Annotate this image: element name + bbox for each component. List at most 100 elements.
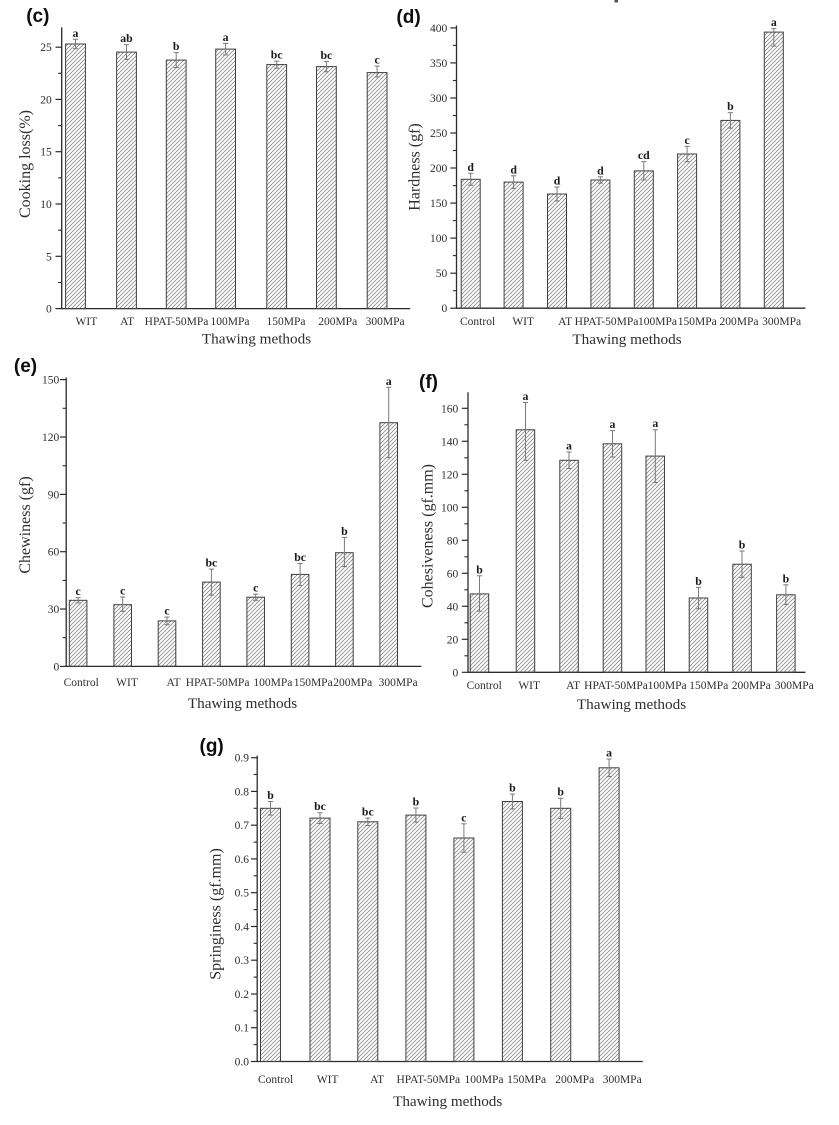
svg-text:HPAT-50MPa: HPAT-50MPa bbox=[145, 316, 209, 328]
svg-text:HPAT-50MPa: HPAT-50MPa bbox=[396, 1074, 460, 1086]
svg-text:0: 0 bbox=[442, 303, 448, 315]
svg-text:d: d bbox=[554, 174, 561, 188]
svg-text:200MPa: 200MPa bbox=[318, 316, 357, 328]
svg-text:0.1: 0.1 bbox=[235, 1023, 250, 1035]
svg-text:200: 200 bbox=[430, 163, 448, 175]
svg-text:(g): (g) bbox=[200, 736, 224, 757]
svg-text:a: a bbox=[771, 15, 777, 29]
svg-text:WIT: WIT bbox=[116, 677, 138, 689]
svg-text:(c): (c) bbox=[26, 6, 49, 27]
svg-text:Control: Control bbox=[460, 316, 495, 328]
svg-text:250: 250 bbox=[430, 128, 448, 140]
svg-text:100: 100 bbox=[430, 233, 448, 245]
svg-text:a: a bbox=[610, 417, 616, 431]
svg-text:AT: AT bbox=[558, 316, 572, 328]
svg-text:200MPa: 200MPa bbox=[333, 677, 372, 689]
svg-text:(f): (f) bbox=[419, 372, 438, 393]
svg-text:140: 140 bbox=[441, 436, 459, 448]
svg-text:400: 400 bbox=[430, 23, 448, 35]
svg-text:0.9: 0.9 bbox=[235, 753, 250, 765]
svg-text:0.8: 0.8 bbox=[235, 786, 250, 798]
svg-text:Thawing methods: Thawing methods bbox=[577, 696, 686, 713]
svg-text:200MPa: 200MPa bbox=[720, 316, 759, 328]
svg-text:Control: Control bbox=[64, 677, 99, 689]
svg-text:HPAT-50MPa: HPAT-50MPa bbox=[584, 680, 648, 692]
svg-text:a: a bbox=[606, 746, 612, 760]
svg-text:HPAT-50MPa: HPAT-50MPa bbox=[575, 316, 639, 328]
svg-text:c: c bbox=[461, 810, 466, 824]
svg-text:bc: bc bbox=[314, 799, 326, 813]
svg-text:100MPa: 100MPa bbox=[253, 677, 292, 689]
svg-text:200MPa: 200MPa bbox=[555, 1074, 594, 1086]
svg-text:200MPa: 200MPa bbox=[732, 680, 771, 692]
svg-text:ab: ab bbox=[120, 31, 133, 45]
svg-text:100MPa: 100MPa bbox=[465, 1074, 504, 1086]
svg-text:b: b bbox=[727, 99, 734, 113]
svg-text:b: b bbox=[783, 571, 790, 585]
svg-text:Cohesiveness (gf.mm): Cohesiveness (gf.mm) bbox=[420, 464, 437, 608]
svg-text:a: a bbox=[523, 389, 529, 403]
svg-text:300MPa: 300MPa bbox=[762, 316, 801, 328]
svg-text:150: 150 bbox=[42, 375, 60, 387]
svg-text:25: 25 bbox=[40, 42, 52, 54]
svg-text:AT: AT bbox=[566, 680, 580, 692]
svg-text:40: 40 bbox=[447, 601, 459, 613]
svg-text:HPAT-50MPa: HPAT-50MPa bbox=[186, 677, 250, 689]
svg-text:Hardness (gf): Hardness (gf) bbox=[407, 123, 424, 211]
svg-text:300MPa: 300MPa bbox=[603, 1074, 642, 1086]
svg-text:b: b bbox=[557, 785, 564, 799]
svg-text:10: 10 bbox=[40, 199, 52, 211]
svg-text:100MPa: 100MPa bbox=[638, 316, 677, 328]
svg-text:Thawing methods: Thawing methods bbox=[202, 331, 311, 348]
svg-text:Control: Control bbox=[467, 680, 502, 692]
svg-text:5: 5 bbox=[46, 251, 52, 263]
svg-text:60: 60 bbox=[447, 568, 459, 580]
svg-text:150: 150 bbox=[430, 198, 448, 210]
svg-text:150MPa: 150MPa bbox=[267, 316, 306, 328]
svg-text:20: 20 bbox=[447, 634, 459, 646]
svg-text:150MPa: 150MPa bbox=[294, 677, 333, 689]
svg-text:WIT: WIT bbox=[518, 680, 540, 692]
svg-text:150MPa: 150MPa bbox=[689, 680, 728, 692]
svg-text:0: 0 bbox=[54, 661, 60, 673]
svg-text:0.7: 0.7 bbox=[235, 820, 250, 832]
svg-text:WIT: WIT bbox=[76, 316, 98, 328]
svg-text:0: 0 bbox=[46, 304, 52, 316]
svg-text:300: 300 bbox=[430, 93, 448, 105]
svg-text:b: b bbox=[173, 39, 180, 53]
svg-text:120: 120 bbox=[42, 432, 60, 444]
svg-text:c: c bbox=[374, 53, 379, 67]
svg-text:AT: AT bbox=[370, 1074, 384, 1086]
svg-text:c: c bbox=[164, 604, 169, 618]
svg-text:d: d bbox=[510, 162, 517, 176]
svg-text:0.4: 0.4 bbox=[235, 922, 250, 934]
svg-text:a: a bbox=[386, 374, 392, 388]
svg-text:0.5: 0.5 bbox=[235, 888, 250, 900]
svg-text:100: 100 bbox=[441, 502, 459, 514]
svg-text:Thawing methods: Thawing methods bbox=[393, 1093, 502, 1110]
svg-text:c: c bbox=[684, 133, 689, 147]
svg-text:a: a bbox=[652, 416, 658, 430]
svg-text:b: b bbox=[509, 781, 516, 795]
svg-text:30: 30 bbox=[48, 604, 60, 616]
svg-text:AT: AT bbox=[120, 316, 134, 328]
svg-text:bc: bc bbox=[294, 550, 306, 564]
svg-text:bc: bc bbox=[320, 48, 332, 62]
svg-text:b: b bbox=[413, 795, 420, 809]
svg-text:300MPa: 300MPa bbox=[379, 677, 418, 689]
svg-text:300MPa: 300MPa bbox=[366, 316, 405, 328]
svg-text:0: 0 bbox=[452, 667, 458, 679]
svg-text:80: 80 bbox=[447, 535, 459, 547]
svg-text:0.6: 0.6 bbox=[235, 854, 250, 866]
svg-text:90: 90 bbox=[48, 489, 60, 501]
svg-text:bc: bc bbox=[205, 556, 217, 570]
svg-text:Cooking loss(%): Cooking loss(%) bbox=[17, 110, 34, 218]
svg-text:100MPa: 100MPa bbox=[211, 316, 250, 328]
svg-text:b: b bbox=[739, 538, 746, 552]
svg-text:bc: bc bbox=[362, 805, 374, 819]
svg-text:20: 20 bbox=[40, 94, 52, 106]
svg-text:300MPa: 300MPa bbox=[775, 680, 814, 692]
svg-text:Control: Control bbox=[258, 1074, 293, 1086]
svg-text:c: c bbox=[120, 584, 125, 598]
svg-text:(d): (d) bbox=[396, 7, 420, 28]
